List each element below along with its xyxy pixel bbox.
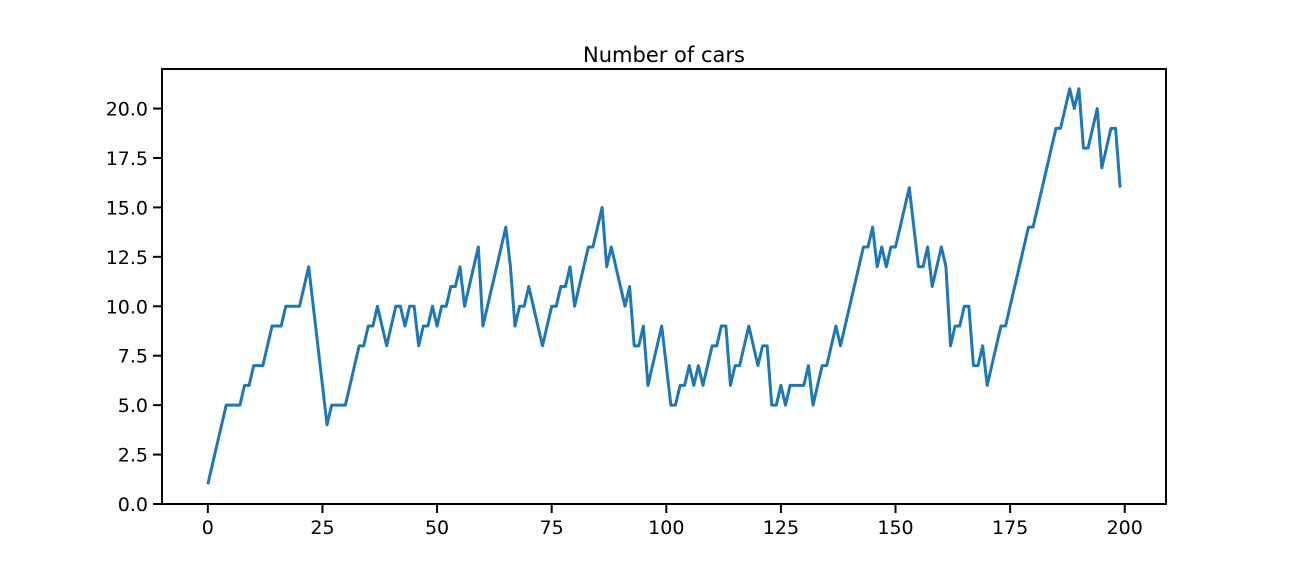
x-tick-label: 100 xyxy=(648,517,684,539)
y-tick-label: 0.0 xyxy=(118,494,148,516)
x-tick-label: 200 xyxy=(1107,517,1143,539)
x-tick-label: 175 xyxy=(992,517,1028,539)
x-tick-label: 0 xyxy=(202,517,214,539)
y-tick-label: 15.0 xyxy=(106,197,148,219)
x-axis: 0 25 50 75 100 125 150 175 200 xyxy=(202,504,1143,539)
y-tick-label: 5.0 xyxy=(118,395,148,417)
y-tick-label: 2.5 xyxy=(118,445,148,467)
y-tick-label: 17.5 xyxy=(106,148,148,170)
chart-title: Number of cars xyxy=(583,43,745,67)
y-tick-label: 20.0 xyxy=(106,99,148,121)
y-tick-label: 12.5 xyxy=(106,247,148,269)
series-layer xyxy=(206,87,1122,485)
x-tick-label: 125 xyxy=(763,517,799,539)
x-tick-label: 75 xyxy=(540,517,564,539)
y-tick-label: 10.0 xyxy=(106,296,148,318)
series-line xyxy=(206,87,1122,485)
x-tick-label: 50 xyxy=(425,517,449,539)
y-axis: 0.0 2.5 5.0 7.5 10.0 12.5 15.0 17.5 20.0 xyxy=(106,99,162,516)
plot-frame xyxy=(161,68,1167,505)
x-tick-label: 150 xyxy=(877,517,913,539)
y-tick-label: 7.5 xyxy=(118,346,148,368)
x-tick-label: 25 xyxy=(310,517,334,539)
